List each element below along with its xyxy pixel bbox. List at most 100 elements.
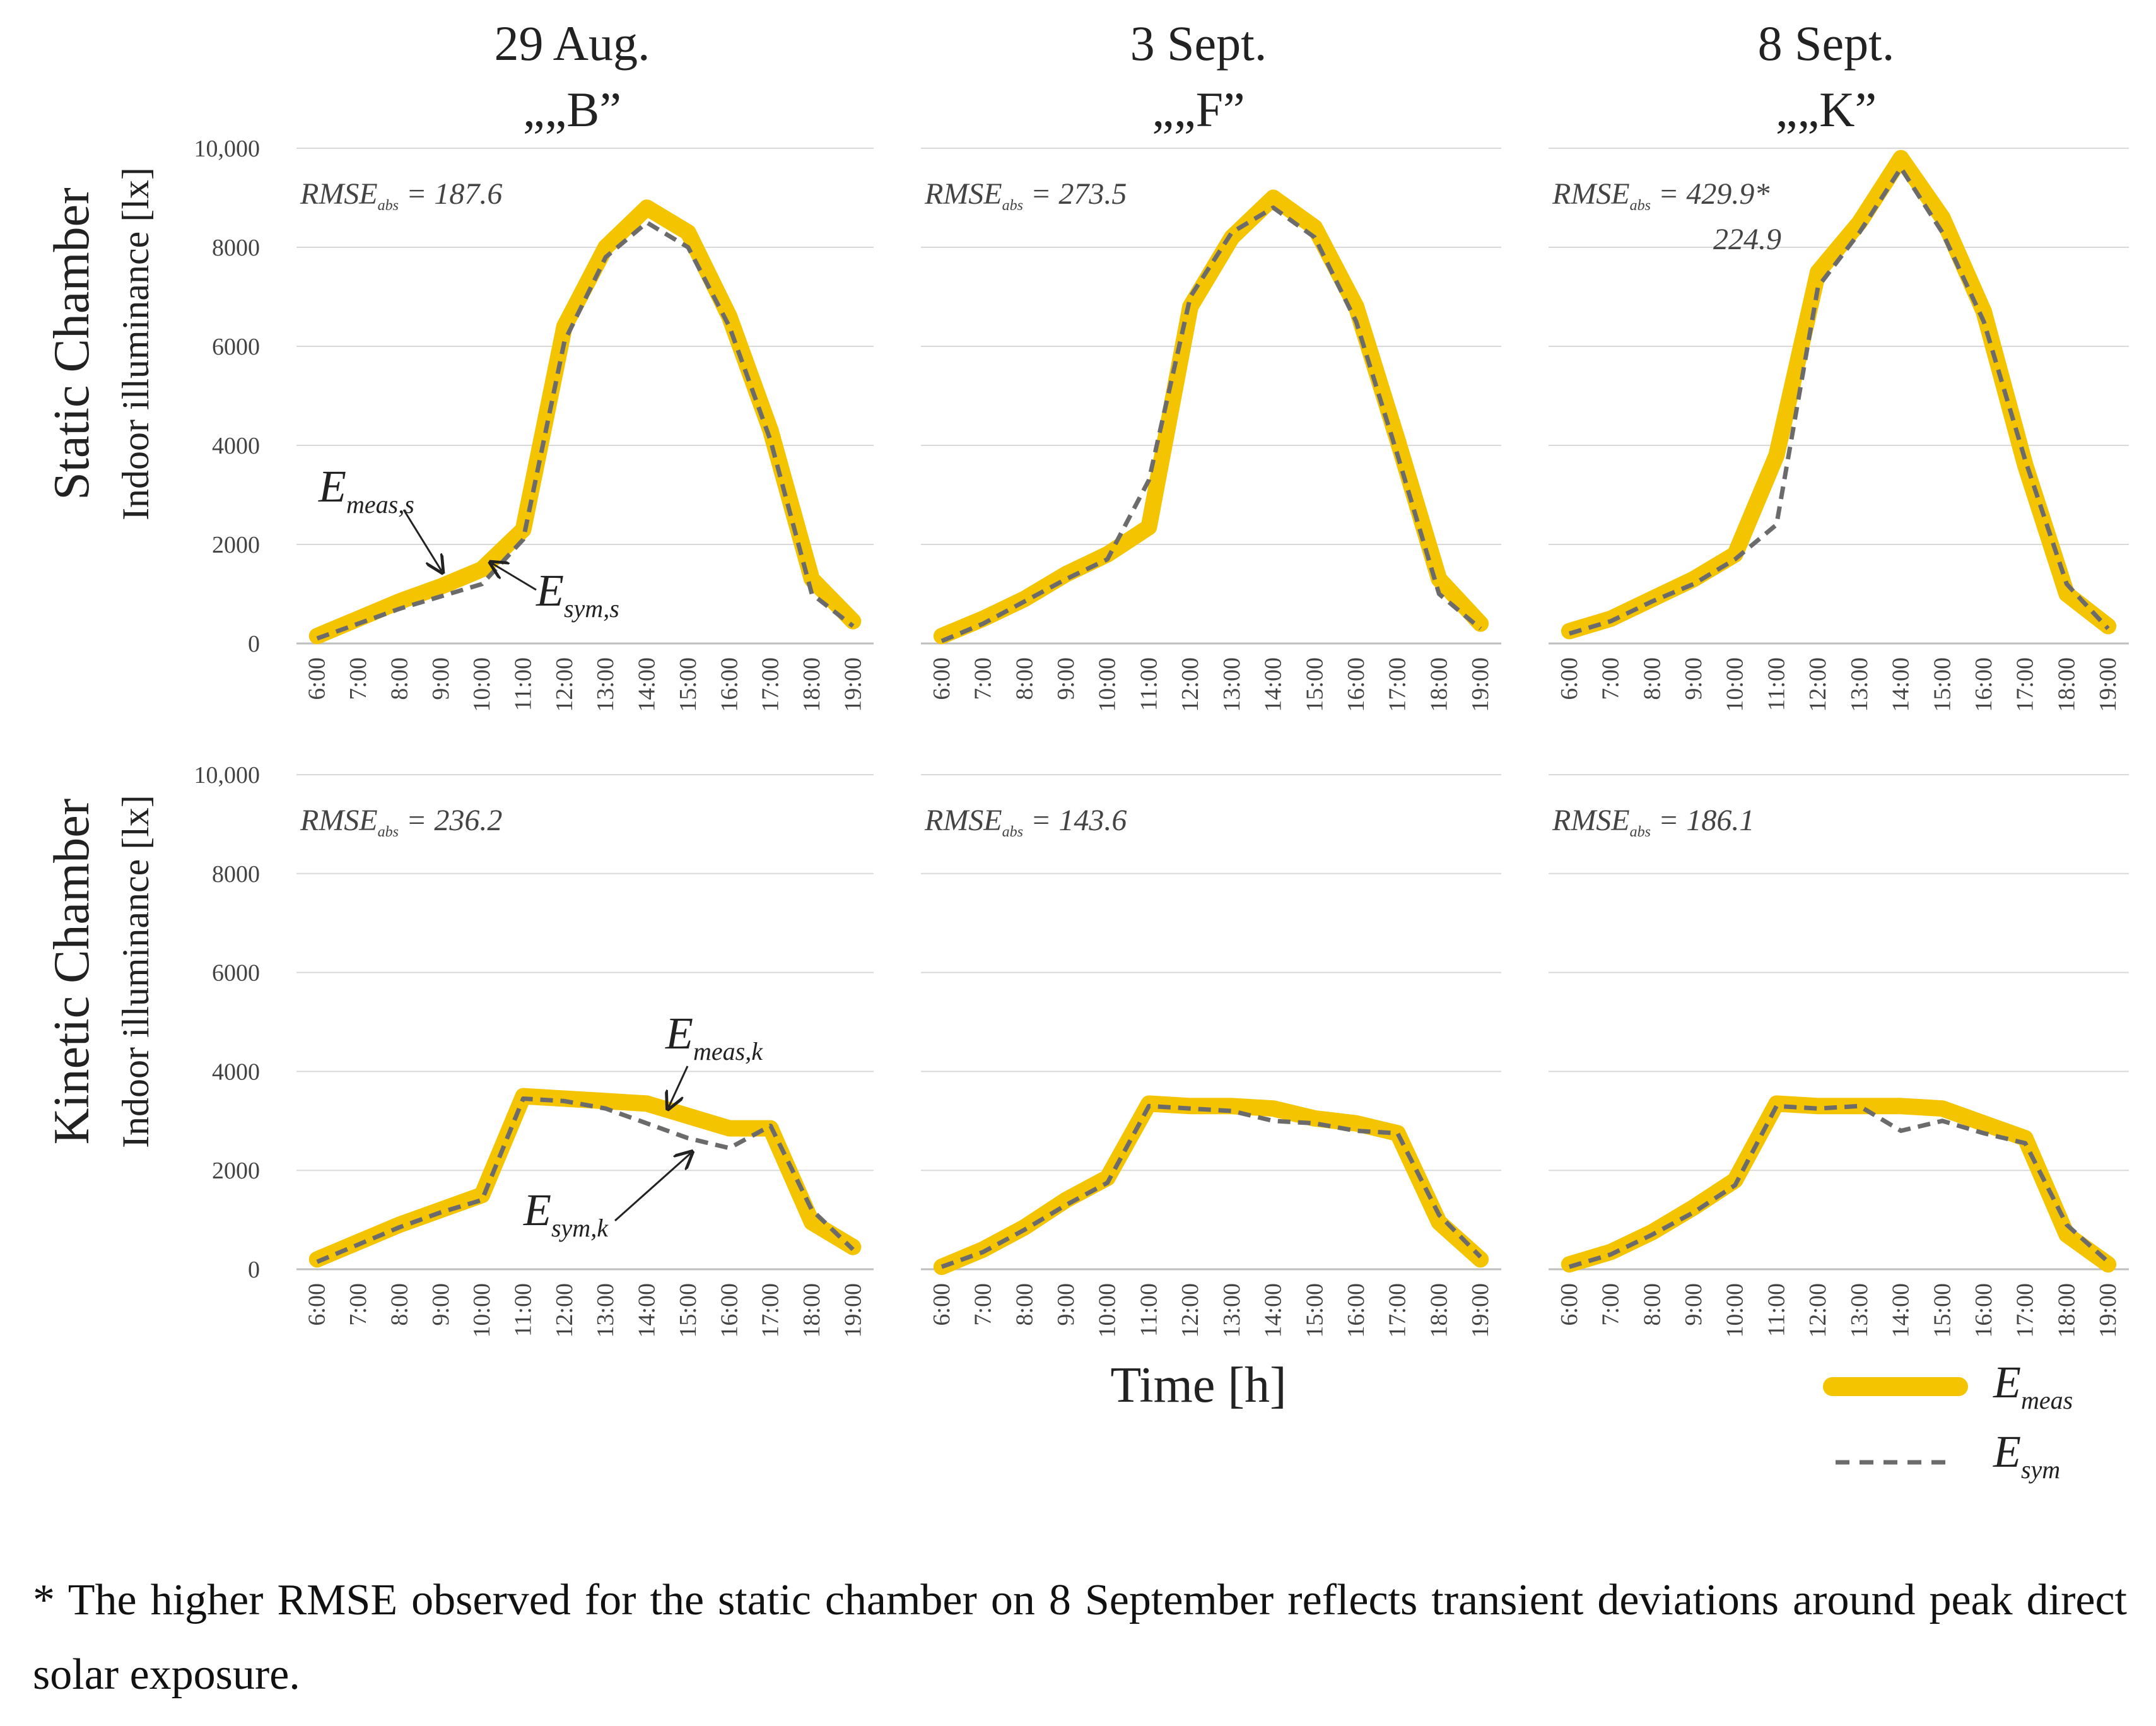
annotation-emeas-static-sub: meas,s — [346, 490, 414, 519]
data-point-e-sym — [1024, 601, 1025, 602]
data-point-e-meas — [1610, 618, 1612, 619]
column-title-1-date: 29 Aug. — [494, 16, 650, 71]
data-point-e-sym — [1651, 601, 1653, 602]
legend-sym-main: E — [1993, 1426, 2021, 1477]
x-tick-label: 12:00 — [551, 1283, 578, 1338]
series-line-e-meas — [1561, 150, 2117, 640]
legend-meas-label: Emeas — [1993, 1357, 2073, 1414]
data-point-e-sym — [399, 608, 400, 609]
data-point-e-sym — [1438, 594, 1439, 595]
annotation-esym-kinetic-arrow — [614, 1153, 691, 1222]
chart-panel-2: 6:00 7:00 8:00 9:00 10:00 11:00 12:00 13:00 14:0… — [921, 148, 1501, 712]
data-point-e-meas — [1983, 311, 1984, 312]
x-tick-label: 17:00 — [758, 1283, 784, 1338]
series-line-e-meas — [933, 1095, 1489, 1276]
x-tick-label: 7:00 — [970, 1283, 997, 1326]
data-point-e-meas — [1735, 554, 1736, 555]
data-point-e-meas — [1273, 1108, 1274, 1109]
x-tick-label: 15:00 — [1301, 657, 1328, 712]
data-point-e-meas — [1901, 158, 1902, 159]
chart-panels: 0 2000 4000 6000 8000 10,000 6:00 7:00 8:00 9:00 1… — [194, 136, 2129, 1338]
data-point-e-sym — [852, 1249, 853, 1250]
annotation-esym-static: Esym,s — [536, 565, 619, 623]
data-point-e-meas — [2066, 1234, 2067, 1235]
data-point-e-meas — [1569, 630, 1570, 631]
series-line-e-meas — [1561, 1095, 2117, 1273]
data-point-e-sym — [1901, 167, 1902, 168]
data-point-e-meas — [1693, 578, 1694, 580]
data-point-e-sym — [1569, 1266, 1570, 1267]
data-point-e-meas — [2025, 464, 2026, 466]
x-tick-label: 9:00 — [1053, 657, 1079, 700]
x-tick-label: 14:00 — [634, 1283, 660, 1338]
data-point-e-sym — [1190, 1108, 1191, 1109]
legend-sym-label: Esym — [1993, 1426, 2060, 1484]
data-point-e-sym — [1817, 1108, 1819, 1109]
data-point-e-sym — [1356, 1130, 1357, 1131]
data-point-e-meas — [983, 1249, 984, 1250]
data-point-e-meas — [770, 1128, 771, 1129]
x-tick-label: 17:00 — [758, 657, 784, 712]
series-line-e-sym — [940, 205, 1482, 643]
data-point-e-sym — [1024, 1229, 1025, 1230]
data-point-e-sym — [317, 638, 318, 639]
x-tick-label: 12:00 — [1805, 657, 1831, 712]
data-point-e-sym — [1776, 524, 1777, 525]
data-point-e-meas — [1397, 440, 1398, 441]
series-line-e-meas — [308, 199, 862, 645]
y-tick-label: 10,000 — [194, 762, 261, 789]
x-tick-label: 7:00 — [345, 657, 372, 700]
data-point-e-sym — [1942, 232, 1943, 233]
data-point-e-sym — [1107, 559, 1108, 560]
data-point-e-meas — [1817, 271, 1819, 273]
data-point-e-sym — [1148, 1105, 1149, 1107]
data-point-e-sym — [1735, 559, 1736, 560]
data-point-e-sym — [2025, 460, 2026, 461]
data-point-e-sym — [770, 440, 771, 441]
x-tick-label: 12:00 — [1805, 1283, 1831, 1338]
data-point-e-meas — [647, 207, 648, 208]
data-point-e-meas — [1610, 1252, 1612, 1253]
data-point-e-sym — [1107, 1182, 1108, 1183]
x-tick-label: 8:00 — [1011, 657, 1038, 700]
x-tick-label: 18:00 — [799, 657, 825, 712]
data-point-e-sym — [1942, 1120, 1943, 1122]
x-tick-label: 11:00 — [1763, 657, 1790, 711]
data-point-e-meas — [522, 529, 524, 530]
y-tick-label: 6000 — [212, 334, 260, 360]
data-point-e-meas — [941, 635, 942, 637]
x-tick-label: 8:00 — [1639, 657, 1665, 700]
y-tick-label: 2000 — [212, 1158, 260, 1184]
data-point-e-meas — [1480, 623, 1481, 625]
data-point-e-meas — [1438, 1222, 1439, 1223]
x-tick-label: 18:00 — [799, 1283, 825, 1338]
annotation-esym-static-sub: sym,s — [564, 594, 619, 623]
data-point-e-meas — [317, 635, 318, 637]
y-tick-label: 4000 — [212, 1059, 260, 1085]
x-tick-label: 15:00 — [1929, 657, 1955, 712]
x-tick-label: 14:00 — [1888, 1283, 1914, 1338]
series-line-e-meas — [308, 1088, 862, 1268]
y-tick-label: 0 — [248, 1257, 260, 1283]
data-point-e-meas — [1776, 455, 1777, 456]
y-tick-label: 8000 — [212, 861, 260, 888]
x-tick-label: 12:00 — [551, 657, 578, 712]
data-point-e-sym — [1651, 1234, 1653, 1235]
data-point-e-sym — [811, 594, 812, 595]
x-tick-label: 6:00 — [929, 657, 955, 700]
data-point-e-sym — [2066, 584, 2067, 585]
data-point-e-sym — [1314, 1123, 1315, 1124]
data-point-e-meas — [399, 601, 400, 602]
chart-panel-1: 0 2000 4000 6000 8000 10,000 6:00 7:00 8:00 9:00 1… — [194, 136, 874, 712]
data-point-e-meas — [729, 316, 730, 317]
x-tick-label: 15:00 — [675, 657, 701, 712]
x-tick-label: 17:00 — [2012, 1283, 2039, 1338]
x-tick-label: 16:00 — [1343, 657, 1369, 712]
x-tick-label: 10:00 — [1722, 657, 1749, 712]
data-point-e-meas — [1190, 1105, 1191, 1107]
data-point-e-meas — [440, 1209, 442, 1211]
data-point-e-meas — [1024, 1226, 1025, 1228]
data-point-e-sym — [1480, 1256, 1481, 1257]
data-point-e-sym — [1148, 479, 1149, 481]
